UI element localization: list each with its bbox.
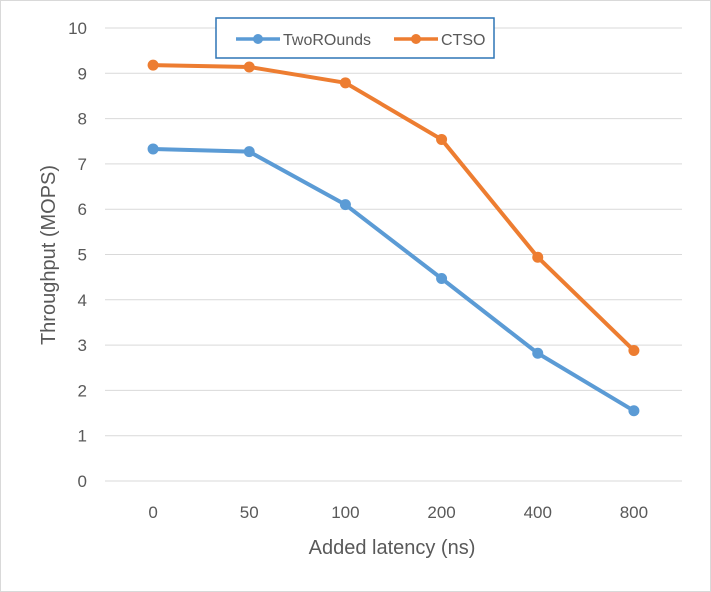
y-tick-label-1: 1 (78, 427, 87, 446)
legend-entry-series-2: CTSO (394, 32, 485, 49)
y-tick-label-0: 0 (78, 472, 87, 491)
legend-label-series-1: TwoROunds (283, 32, 371, 49)
y-tick-label-5: 5 (78, 246, 87, 265)
y-tick-label-4: 4 (78, 291, 87, 310)
data-point-series-1-4 (532, 347, 544, 359)
x-tick-label-1: 50 (240, 503, 259, 522)
y-tick-label-8: 8 (78, 110, 87, 129)
legend-label-series-2: CTSO (441, 32, 485, 49)
data-point-series-1-2 (339, 199, 351, 211)
series-line-2 (151, 63, 636, 353)
y-axis-tick-labels: 0 1 2 3 4 5 6 7 8 9 10 (68, 19, 87, 491)
x-tick-label-5: 800 (620, 503, 648, 522)
y-tick-label-2: 2 (78, 381, 87, 400)
y-tick-label-9: 9 (78, 64, 87, 83)
x-tick-label-3: 200 (427, 503, 455, 522)
data-point-series-1-0 (147, 143, 159, 155)
y-tick-label-6: 6 (78, 200, 87, 219)
x-tick-label-0: 0 (148, 503, 157, 522)
y-tick-label-10: 10 (68, 19, 87, 38)
legend-entry-series-1: TwoROunds (236, 32, 371, 49)
legend-marker-series-1 (253, 34, 263, 44)
data-point-series-2-1 (243, 61, 255, 73)
gridlines (105, 27, 682, 482)
data-point-series-1-3 (436, 273, 448, 285)
series-line-1 (151, 146, 636, 413)
y-tick-label-3: 3 (78, 336, 87, 355)
data-point-series-2-3 (436, 133, 448, 145)
series-layer (147, 59, 640, 417)
data-point-series-2-0 (147, 59, 159, 71)
x-tick-label-2: 100 (331, 503, 359, 522)
data-point-series-2-4 (532, 251, 544, 263)
data-point-series-1-5 (628, 405, 640, 417)
x-axis-tick-labels: 0 50 100 200 400 800 (148, 503, 648, 522)
x-tick-label-4: 400 (524, 503, 552, 522)
y-axis-title: Throughput (MOPS) (38, 165, 60, 345)
legend: TwoROunds CTSO (215, 17, 495, 59)
legend-marker-series-2 (411, 34, 421, 44)
data-point-series-1-1 (243, 146, 255, 158)
y-tick-label-7: 7 (78, 155, 87, 174)
data-point-series-2-2 (339, 77, 351, 89)
x-axis-title: Added latency (ns) (309, 537, 476, 559)
data-point-series-2-5 (628, 345, 640, 357)
